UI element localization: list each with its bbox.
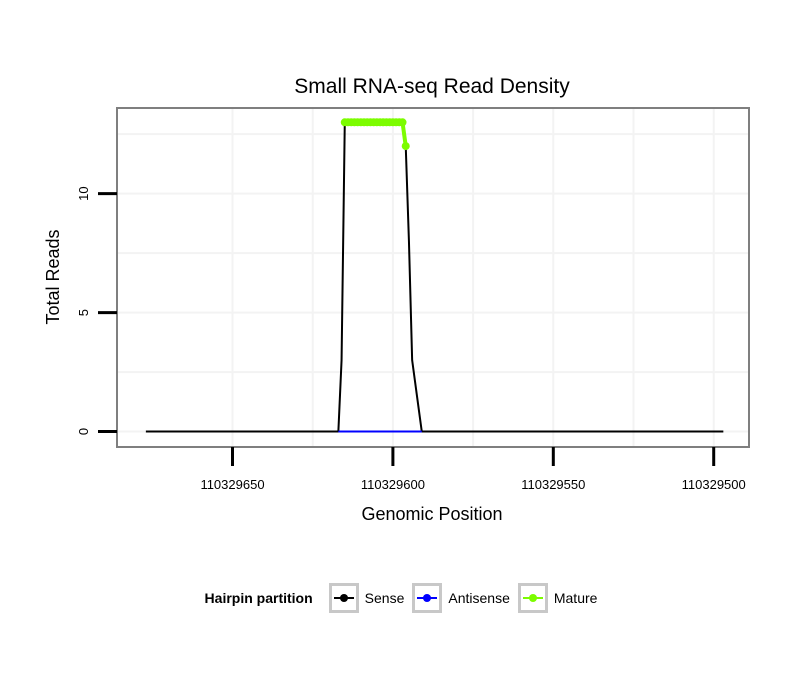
y-axis: 0 5 10	[76, 186, 117, 435]
x-tick-label: 110329550	[521, 477, 585, 492]
legend-label-sense: Sense	[364, 590, 405, 606]
legend-key-antisense-icon	[412, 583, 443, 613]
legend-key-sense-icon	[328, 583, 359, 613]
x-tick-label: 110329650	[200, 477, 264, 492]
y-tick-label: 10	[76, 186, 91, 200]
series-layer	[145, 118, 724, 433]
x-axis: 110329650 110329600 110329550 110329500	[200, 447, 746, 492]
chart-title: Small RNA-seq Read Density	[294, 75, 570, 98]
x-axis-label: Genomic Position	[361, 504, 502, 524]
series-line-mature	[344, 120, 408, 147]
y-tick-label: 0	[76, 428, 91, 435]
x-tick-label: 110329600	[361, 477, 425, 492]
legend-item-antisense: Antisense	[412, 583, 510, 613]
grid	[117, 108, 749, 447]
legend-title: Hairpin partition	[204, 590, 313, 606]
x-tick-label: 110329500	[682, 477, 746, 492]
legend-key-mature-icon	[517, 583, 548, 613]
legend-item-sense: Sense	[328, 583, 405, 613]
legend-label-mature: Mature	[553, 590, 598, 606]
y-axis-label: Total Reads	[43, 229, 63, 324]
legend-label-antisense: Antisense	[448, 590, 510, 606]
y-tick-label: 5	[76, 309, 91, 316]
legend-item-mature: Mature	[517, 583, 598, 613]
plot-panel	[116, 107, 750, 448]
legend: Hairpin partition Sense Antisense Mature	[0, 578, 810, 618]
